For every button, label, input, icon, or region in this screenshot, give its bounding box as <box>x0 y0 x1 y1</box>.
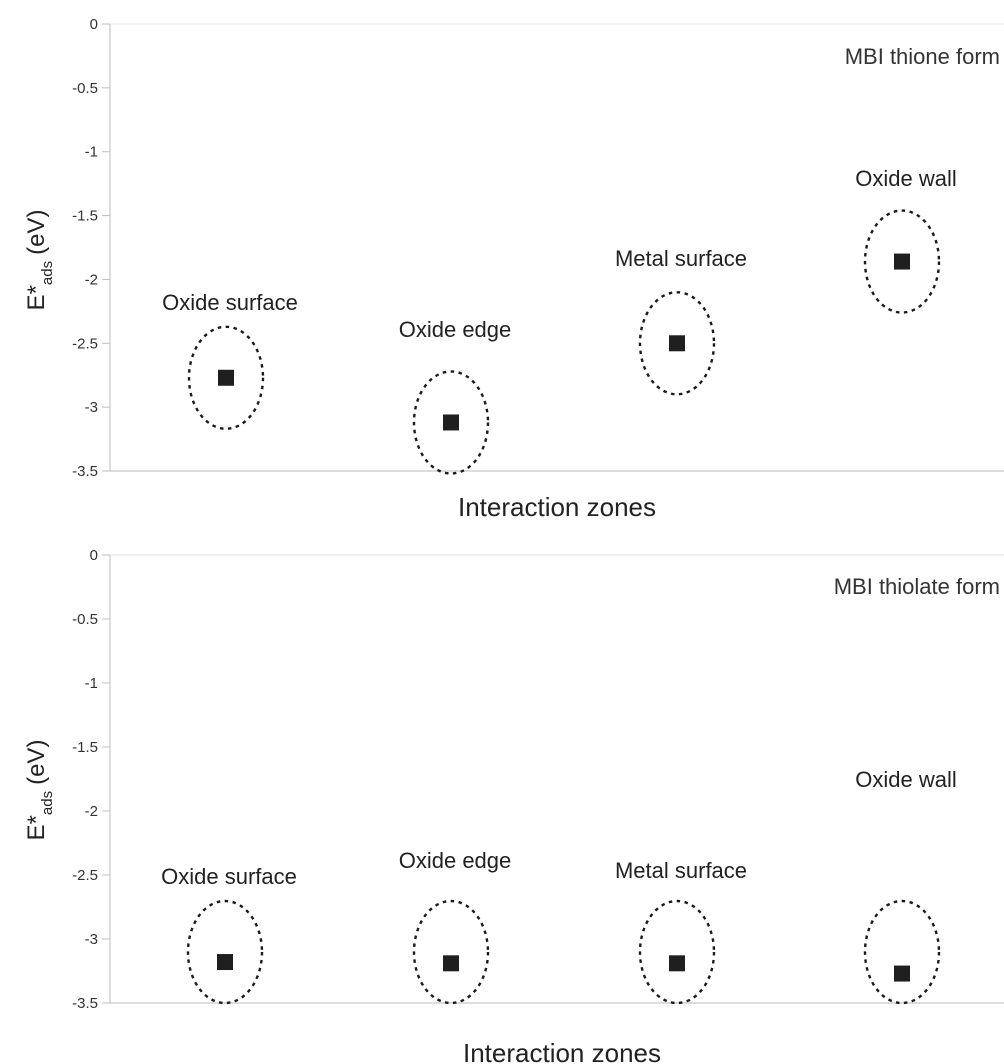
zone-label: Metal surface <box>615 858 747 883</box>
y-axis-label: E*ads (eV) <box>23 740 56 841</box>
y-axis-label-sub: ads <box>39 791 56 815</box>
highlight-ellipse <box>187 325 265 430</box>
zone-label: Oxide wall <box>855 166 956 191</box>
zone-label: Oxide surface <box>162 290 298 315</box>
y-tick-label: -2.5 <box>72 335 98 352</box>
y-axis-label-unit: (eV) <box>23 210 50 255</box>
zone-label: Metal surface <box>615 246 747 271</box>
highlight-ellipse <box>638 899 716 1005</box>
chart-panel-thiolate: MBI thiolate form Interaction zones E*ad… <box>23 547 1004 1064</box>
y-axis-label-main: E* <box>23 815 50 840</box>
y-tick-label: -3 <box>85 399 98 416</box>
y-axis-label-unit: (eV) <box>23 740 50 785</box>
highlight-ellipse <box>186 899 264 1005</box>
y-tick-label: -1.5 <box>72 739 98 756</box>
y-tick-label: -3.5 <box>72 463 98 480</box>
y-tick-label: -3 <box>85 931 98 948</box>
y-tick-label: -2 <box>85 803 98 820</box>
data-point <box>669 955 685 972</box>
chart-title: MBI thione form <box>845 44 1000 69</box>
y-tick-label: -0.5 <box>72 611 98 628</box>
data-point <box>669 335 685 352</box>
y-axis-label: E*ads (eV) <box>23 210 56 311</box>
data-point <box>894 253 910 270</box>
y-axis-label-sub: ads <box>39 261 56 285</box>
y-tick-label: -3.5 <box>72 995 98 1012</box>
highlight-ellipse <box>863 209 941 314</box>
svg-text:E*ads(eV): E*ads (eV) <box>23 740 56 841</box>
y-tick-label: -2 <box>85 271 98 288</box>
zone-label: Oxide edge <box>399 848 512 873</box>
y-tick-label: -2.5 <box>72 867 98 884</box>
svg-text:E*ads(eV): E*ads (eV) <box>23 210 56 311</box>
chart-title: MBI thiolate form <box>834 574 1000 599</box>
y-tick-label: -1 <box>85 675 98 692</box>
data-point <box>443 414 459 431</box>
y-tick-label: 0 <box>90 547 98 564</box>
highlight-ellipse <box>412 370 490 475</box>
y-tick-label: -1.5 <box>72 208 98 225</box>
zone-label: Oxide surface <box>161 864 297 889</box>
highlight-ellipse <box>412 899 490 1005</box>
highlight-ellipse <box>863 899 941 1005</box>
data-point <box>443 955 459 972</box>
y-tick-label: -0.5 <box>72 80 98 97</box>
x-axis-label: Interaction zones <box>458 492 656 522</box>
y-tick-label: 0 <box>90 16 98 33</box>
x-axis-label: Interaction zones <box>463 1038 661 1064</box>
y-tick-label: -1 <box>85 144 98 161</box>
zone-label: Oxide wall <box>855 767 956 792</box>
y-axis-label-main: E* <box>23 285 50 310</box>
data-point <box>217 954 233 971</box>
chart-panel-thione: MBI thione form Interaction zones E*ads (… <box>23 16 1004 522</box>
zone-label: Oxide edge <box>399 317 512 342</box>
data-point <box>218 369 234 386</box>
highlight-ellipse <box>638 291 716 396</box>
data-point <box>894 965 910 982</box>
